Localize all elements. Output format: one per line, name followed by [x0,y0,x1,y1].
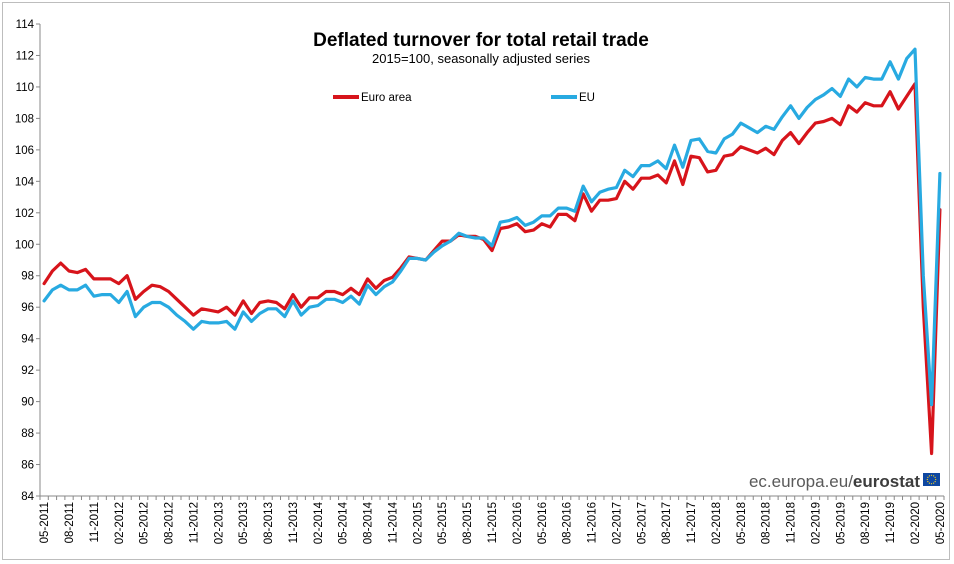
eu-flag-star [930,474,933,476]
chart-subtitle: 2015=100, seasonally adjusted series [372,51,590,66]
y-tick-label: 106 [15,145,34,157]
series-line-eu [42,47,942,407]
x-tick-label: 11-2013 [288,502,300,543]
eu-flag-star [928,482,931,484]
eu-flag-icon [923,473,940,486]
y-tick-label: 102 [15,208,34,220]
x-tick-label: 11-2018 [786,502,798,543]
chart-title: Deflated turnover for total retail trade [313,30,649,51]
x-tick-label: 08-2011 [64,502,76,543]
x-tick-label: 05-2020 [935,502,947,544]
x-tick-label: 08-2015 [462,502,474,544]
y-tick-label: 94 [21,334,34,346]
source-credit: ec.europa.eu/eurostat [749,472,940,491]
x-tick-label: 05-2016 [537,502,549,544]
y-tick-label: 114 [16,19,35,31]
y-tick-label: 100 [15,239,34,251]
y-tick-label: 104 [15,176,35,188]
x-tick-label: 11-2017 [686,502,698,543]
legend: Euro area EU [333,92,595,104]
legend-label-eu: EU [579,92,595,104]
x-tick-label: 02-2014 [313,501,325,544]
x-tick-label: 05-2014 [338,501,350,544]
eu-flag-stars [926,474,937,485]
x-tick-label: 02-2016 [512,502,524,544]
x-tick-label: 08-2019 [860,502,872,544]
y-tick-label: 84 [21,491,34,503]
eu-flag-star [934,481,936,483]
x-tick-label: 05-2017 [636,502,648,544]
y-tick-label: 92 [21,365,34,377]
eu-flag-star [930,483,933,485]
series-line-euro-area [42,82,942,456]
eu-flag-star [926,478,928,481]
x-tick-label: 11-2016 [587,502,599,543]
x-tick-label: 05-2015 [437,502,449,544]
source-credit-text: ec.europa.eu/eurostat [749,472,920,491]
x-tick-label: 11-2011 [89,502,101,543]
x-tick-label: 08-2012 [164,502,176,544]
x-tick-label: 08-2014 [363,501,375,544]
y-tick-label: 98 [21,271,34,283]
x-tick-label: 02-2019 [810,502,822,544]
x-tick-label: 02-2015 [412,502,424,544]
y-tick-label: 90 [21,397,34,409]
x-tick-label: 02-2017 [611,502,623,544]
x-tick-label: 08-2013 [263,502,275,544]
x-tick-label: 11-2012 [188,502,200,543]
x-tick-label: 11-2015 [487,502,499,543]
axes: 84 86 88 90 92 94 96 98 100 102 104 106 108 110 112 114… [15,19,947,544]
eu-flag-star [933,475,935,477]
eu-flag-star [934,476,936,478]
y-tick-label: 86 [21,460,34,472]
y-tick-label: 108 [15,113,34,125]
source-credit-brand: eurostat [853,472,920,491]
x-tick-label: 11-2019 [885,502,897,543]
x-tick-label: 05-2013 [238,502,250,544]
x-tick-label: 05-2012 [139,502,151,544]
x-tick-label: 11-2014 [387,501,399,543]
x-tick-label: 02-2013 [213,502,225,544]
x-tick-label: 02-2018 [711,502,723,544]
eu-flag-star [927,481,929,483]
eu-flag-star [935,478,937,481]
x-tick-label: 08-2017 [661,502,673,544]
x-tick-label: 08-2018 [761,502,773,544]
y-tick-label: 96 [21,302,34,314]
x-tick-label: 02-2012 [114,502,126,544]
legend-label-euro-area: Euro area [361,92,412,104]
eu-flag-star [927,476,929,478]
x-tick-label: 05-2011 [39,502,51,543]
x-tick-label: 08-2016 [562,502,574,544]
y-tick-label: 112 [16,50,34,62]
x-tick-label: 02-2020 [910,502,922,544]
source-credit-domain: ec.europa.eu/ [749,472,853,491]
x-tick-label: 05-2019 [835,502,847,544]
y-tick-label: 88 [21,428,34,440]
y-tick-label: 110 [16,82,34,94]
x-tick-label: 05-2018 [736,502,748,544]
eu-flag-star [928,475,931,477]
eu-flag-star [933,482,935,484]
series-layer [42,47,942,456]
